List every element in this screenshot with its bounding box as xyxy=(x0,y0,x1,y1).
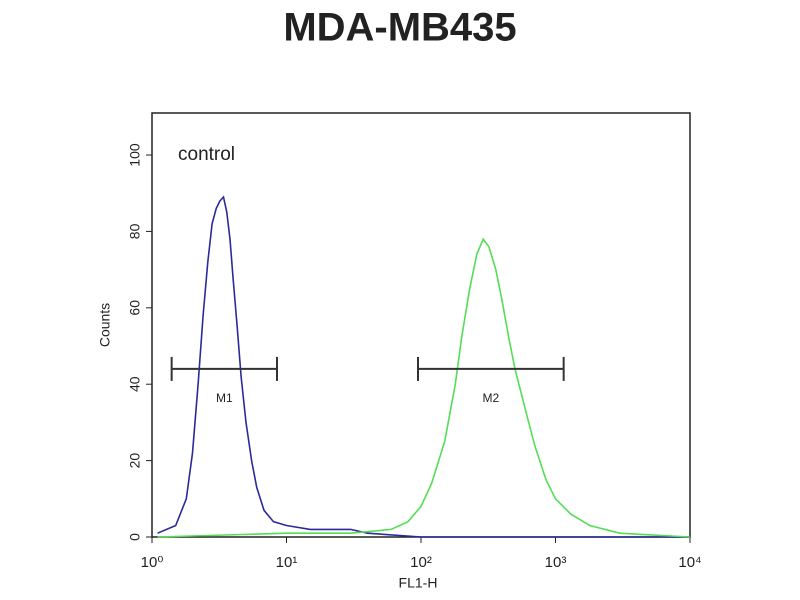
y-tick-label: 40 xyxy=(127,376,143,392)
annotation: control xyxy=(178,144,235,165)
x-tick-label: 10¹ xyxy=(276,554,298,571)
marker-label: M2 xyxy=(482,391,499,405)
y-tick-label: 100 xyxy=(127,143,143,167)
y-tick-label: 20 xyxy=(127,453,143,469)
plot-frame xyxy=(151,112,691,538)
x-tick-label: 10³ xyxy=(545,554,567,571)
series-line xyxy=(157,237,691,538)
y-axis-label: Counts xyxy=(97,303,113,347)
x-tick-label: 10² xyxy=(410,554,432,571)
y-tick-label: 60 xyxy=(127,300,143,316)
x-axis-label: FL1-H xyxy=(399,575,438,591)
series-line xyxy=(157,195,690,538)
x-tick-label: 10⁴ xyxy=(678,554,701,571)
y-tick-label: 0 xyxy=(127,533,143,541)
y-tick-label: 80 xyxy=(127,223,143,239)
chart-title: MDA-MB435 xyxy=(283,6,516,50)
marker-label: M1 xyxy=(216,391,233,405)
x-tick-label: 10⁰ xyxy=(141,554,164,571)
